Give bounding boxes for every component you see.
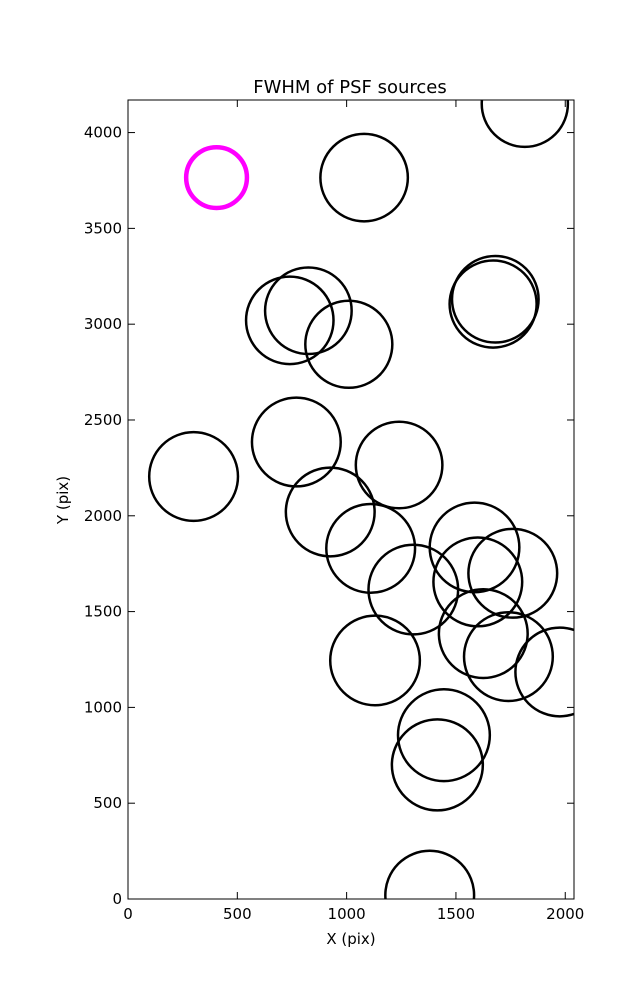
source-circle <box>480 100 570 149</box>
source-circle <box>244 275 335 366</box>
chart-title: FWHM of PSF sources <box>253 77 447 98</box>
source-circle <box>328 614 422 707</box>
x-tick-label: 1500 <box>437 905 475 923</box>
source-circle <box>250 396 342 488</box>
source-circle <box>354 420 444 510</box>
source-circle <box>390 718 485 812</box>
y-tick-label: 500 <box>93 794 122 812</box>
y-tick-label: 2500 <box>84 411 122 429</box>
x-tick-label: 0 <box>123 905 133 923</box>
y-tick-label: 1500 <box>84 603 122 621</box>
y-tick-label: 2000 <box>84 507 122 525</box>
y-tick-label: 1000 <box>84 698 122 716</box>
y-tick-label: 3000 <box>84 315 122 333</box>
source-circle <box>384 849 476 899</box>
source-markers <box>147 100 574 899</box>
y-axis-title: Y (pix) <box>54 476 72 525</box>
source-circle <box>263 266 353 356</box>
source-circle <box>437 587 529 680</box>
source-circle <box>432 536 524 628</box>
source-circle <box>448 259 538 349</box>
source-circle <box>462 610 555 703</box>
x-tick-label: 500 <box>223 905 252 923</box>
axis-ticks: 0 500 1000 1500 2000 0 500 1000 1500 2000 2500 3000… <box>84 100 584 923</box>
source-circle <box>325 502 417 594</box>
source-circle <box>319 132 410 223</box>
source-circle <box>147 430 240 523</box>
source-circle <box>514 626 574 718</box>
source-circle <box>467 527 559 619</box>
plot-frame <box>127 99 575 900</box>
source-circle <box>367 543 460 636</box>
y-tick-label: 4000 <box>84 124 122 142</box>
x-tick-label: 2000 <box>546 905 584 923</box>
reference-source-circle <box>183 144 250 211</box>
source-circle <box>450 254 540 344</box>
x-tick-label: 1000 <box>328 905 366 923</box>
source-circle <box>396 688 492 783</box>
source-circle <box>304 299 394 390</box>
y-tick-label: 0 <box>112 890 122 908</box>
y-tick-label: 3500 <box>84 219 122 237</box>
source-circle <box>284 466 376 558</box>
x-axis-title: X (pix) <box>326 930 375 948</box>
